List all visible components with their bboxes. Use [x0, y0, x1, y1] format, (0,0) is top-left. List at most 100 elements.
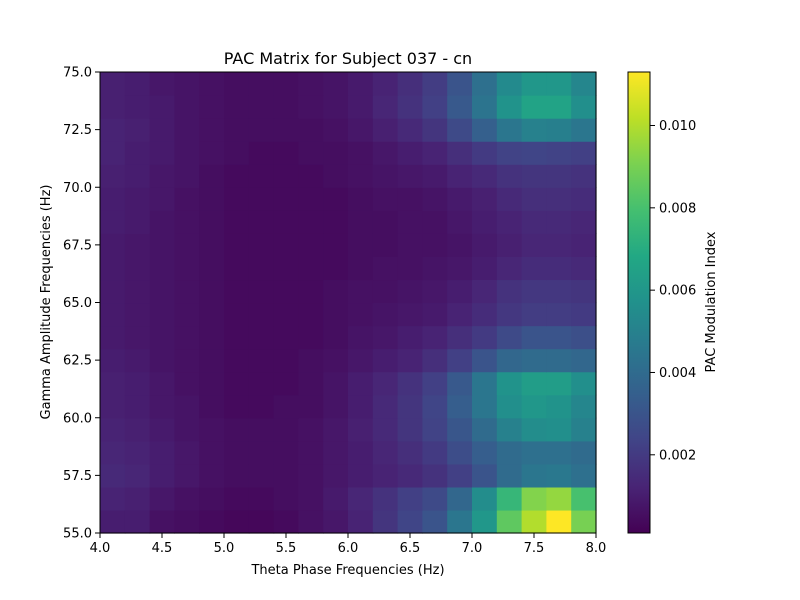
heatmap-cell: [571, 371, 597, 396]
heatmap-cell: [224, 440, 250, 465]
heatmap-cell: [571, 141, 597, 165]
heatmap-cell: [397, 164, 423, 188]
heatmap-cell: [397, 463, 423, 488]
heatmap-cell: [496, 187, 523, 211]
heatmap-cell: [472, 72, 498, 96]
heatmap-cell: [397, 325, 423, 350]
heatmap-cell: [224, 187, 250, 211]
heatmap-cell: [124, 417, 151, 442]
heatmap-cell: [100, 141, 126, 165]
heatmap-cell: [422, 440, 448, 465]
heatmap-cell: [174, 118, 200, 142]
heatmap-cell: [397, 95, 423, 119]
heatmap-cell: [447, 233, 473, 257]
heatmap-cell: [298, 72, 324, 96]
heatmap-cell: [546, 509, 572, 534]
heatmap-cell: [472, 95, 498, 119]
heatmap-cell: [199, 302, 225, 327]
heatmap-cell: [298, 118, 324, 142]
heatmap-cells: [100, 72, 597, 534]
heatmap-cell: [348, 95, 374, 119]
heatmap-cell: [447, 371, 473, 396]
heatmap-cell: [447, 394, 473, 419]
heatmap-cell: [422, 302, 448, 327]
heatmap-cell: [224, 256, 250, 281]
heatmap-cell: [422, 394, 448, 419]
heatmap-cell: [397, 141, 423, 165]
heatmap-cell: [149, 325, 175, 350]
heatmap-cell: [546, 440, 572, 465]
heatmap-cell: [447, 509, 473, 534]
x-tick-label: 6.0: [338, 541, 359, 556]
heatmap-cell: [348, 463, 374, 488]
heatmap-cell: [422, 233, 448, 257]
heatmap-cell: [323, 486, 349, 511]
heatmap-cell: [372, 279, 399, 304]
heatmap-cell: [496, 486, 523, 511]
heatmap-cell: [199, 348, 225, 373]
heatmap-cell: [546, 95, 572, 119]
heatmap-cell: [323, 210, 349, 234]
heatmap-cell: [248, 72, 275, 96]
heatmap-cell: [546, 72, 572, 96]
heatmap-cell: [149, 440, 175, 465]
x-tick-label: 8.0: [586, 541, 607, 556]
heatmap-cell: [199, 417, 225, 442]
heatmap-cell: [397, 256, 423, 281]
heatmap-cell: [100, 486, 126, 511]
heatmap-cell: [521, 325, 547, 350]
heatmap-cell: [571, 348, 597, 373]
heatmap-cell: [199, 210, 225, 234]
heatmap-cell: [323, 187, 349, 211]
heatmap-cell: [348, 440, 374, 465]
heatmap-cell: [149, 95, 175, 119]
colorbar-tick-label: 0.010: [659, 119, 696, 134]
heatmap-cell: [447, 302, 473, 327]
heatmap-cell: [298, 371, 324, 396]
heatmap-cell: [248, 302, 275, 327]
x-tick-label: 5.5: [276, 541, 297, 556]
heatmap-cell: [397, 302, 423, 327]
y-axis: 55.0 57.5 60.0 62.5 65.0 67.5 70.0 72.5 75.0: [63, 66, 100, 542]
heatmap-cell: [422, 463, 448, 488]
heatmap-cell: [397, 348, 423, 373]
heatmap-cell: [447, 118, 473, 142]
heatmap-cell: [496, 256, 523, 281]
heatmap-cell: [100, 210, 126, 234]
heatmap-cell: [298, 233, 324, 257]
heatmap-cell: [521, 279, 547, 304]
x-axis-label: Theta Phase Frequencies (Hz): [250, 563, 444, 578]
heatmap-cell: [199, 118, 225, 142]
heatmap-cell: [273, 279, 299, 304]
heatmap-cell: [100, 164, 126, 188]
heatmap-cell: [571, 302, 597, 327]
heatmap-cell: [199, 187, 225, 211]
heatmap-cell: [571, 256, 597, 281]
colorbar-tick-label: 0.006: [659, 284, 696, 299]
heatmap-cell: [372, 141, 399, 165]
heatmap-cell: [546, 394, 572, 419]
heatmap-cell: [521, 371, 547, 396]
heatmap-cell: [248, 486, 275, 511]
heatmap-cell: [372, 233, 399, 257]
heatmap-cell: [397, 371, 423, 396]
heatmap-cell: [447, 95, 473, 119]
heatmap-cell: [224, 348, 250, 373]
heatmap-cell: [521, 509, 547, 534]
heatmap-cell: [298, 463, 324, 488]
heatmap-cell: [348, 302, 374, 327]
y-tick-label: 57.5: [63, 469, 92, 484]
heatmap-cell: [348, 187, 374, 211]
heatmap-cell: [273, 164, 299, 188]
heatmap-cell: [571, 279, 597, 304]
heatmap-cell: [571, 95, 597, 119]
heatmap-cell: [372, 164, 399, 188]
y-tick-label: 65.0: [63, 296, 92, 311]
heatmap-cell: [174, 440, 200, 465]
heatmap-cell: [422, 486, 448, 511]
heatmap-cell: [248, 440, 275, 465]
heatmap-cell: [174, 210, 200, 234]
heatmap-cell: [298, 95, 324, 119]
heatmap-cell: [298, 417, 324, 442]
